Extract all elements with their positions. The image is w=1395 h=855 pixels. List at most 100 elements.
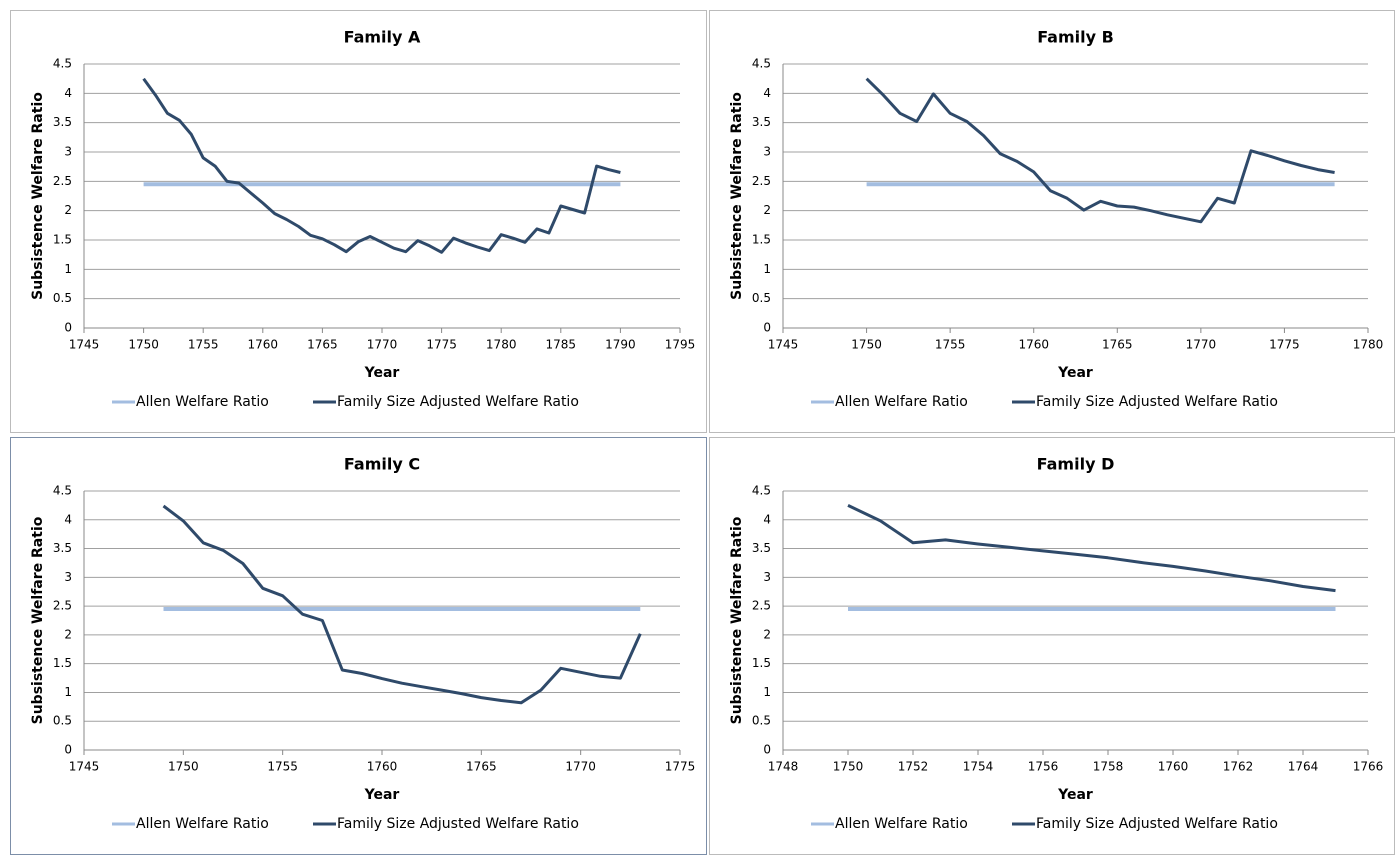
y-tick-label: 2 bbox=[763, 203, 771, 217]
chart-title: Family A bbox=[344, 28, 421, 47]
x-tick-label: 1760 bbox=[1018, 338, 1049, 352]
x-tick-label: 1780 bbox=[486, 338, 517, 352]
y-tick-label: 2.5 bbox=[53, 599, 72, 613]
y-axis-label: Subsistence Welfare Ratio bbox=[30, 92, 46, 300]
y-tick-label: 4.5 bbox=[53, 484, 72, 498]
x-tick-label: 1755 bbox=[267, 760, 298, 774]
x-tick-label: 1755 bbox=[935, 338, 966, 352]
y-axis-label: Subsistence Welfare Ratio bbox=[30, 516, 46, 724]
x-tick-label: 1756 bbox=[1028, 760, 1059, 774]
x-tick-label: 1760 bbox=[248, 338, 279, 352]
panel-border bbox=[10, 10, 707, 433]
y-tick-label: 0.5 bbox=[53, 714, 72, 728]
panel-border bbox=[10, 437, 707, 855]
y-tick-label: 2 bbox=[763, 627, 771, 641]
y-tick-label: 3 bbox=[763, 570, 771, 584]
x-tick-label: 1762 bbox=[1223, 760, 1254, 774]
y-tick-label: 0.5 bbox=[752, 714, 771, 728]
x-tick-label: 1770 bbox=[1186, 338, 1217, 352]
y-tick-label: 2.5 bbox=[752, 599, 771, 613]
x-tick-label: 1755 bbox=[188, 338, 219, 352]
legend-label: Allen Welfare Ratio bbox=[835, 816, 968, 832]
series-line bbox=[142, 77, 621, 254]
x-tick-label: 1765 bbox=[307, 338, 338, 352]
x-tick-label: 1765 bbox=[466, 760, 497, 774]
legend-label: Allen Welfare Ratio bbox=[136, 394, 269, 410]
x-tick-label: 1748 bbox=[768, 760, 799, 774]
x-axis-label: Year bbox=[364, 787, 400, 803]
x-tick-label: 1750 bbox=[128, 338, 159, 352]
y-tick-label: 0 bbox=[763, 321, 771, 335]
legend-label: Family Size Adjusted Welfare Ratio bbox=[1036, 394, 1278, 410]
y-tick-label: 3.5 bbox=[752, 115, 771, 129]
y-tick-label: 4 bbox=[763, 86, 771, 100]
y-tick-label: 1.5 bbox=[752, 233, 771, 247]
x-tick-label: 1775 bbox=[665, 760, 696, 774]
series-line bbox=[162, 504, 642, 705]
y-tick-label: 4 bbox=[763, 512, 771, 526]
y-tick-label: 3 bbox=[64, 145, 72, 159]
y-tick-label: 1.5 bbox=[53, 233, 72, 247]
y-tick-label: 1 bbox=[64, 262, 72, 276]
x-tick-label: 1745 bbox=[768, 338, 799, 352]
y-tick-label: 4 bbox=[64, 86, 72, 100]
y-tick-label: 4.5 bbox=[752, 57, 771, 71]
x-tick-label: 1790 bbox=[605, 338, 636, 352]
x-tick-label: 1750 bbox=[833, 760, 864, 774]
chart-panel: Family A 0 0.5 1 1.5 2 2.5 3 3.5 4 4.5 1745 1750 1755… bbox=[10, 10, 707, 433]
series-line bbox=[865, 77, 1335, 224]
y-tick-label: 0 bbox=[64, 743, 72, 757]
y-axis-label: Subsistence Welfare Ratio bbox=[729, 92, 745, 300]
x-tick-label: 1760 bbox=[367, 760, 398, 774]
x-tick-label: 1750 bbox=[851, 338, 882, 352]
y-tick-label: 3.5 bbox=[752, 541, 771, 555]
y-tick-label: 1.5 bbox=[53, 656, 72, 670]
legend-label: Family Size Adjusted Welfare Ratio bbox=[1036, 816, 1278, 832]
panel-border bbox=[709, 437, 1395, 855]
x-tick-label: 1745 bbox=[69, 338, 100, 352]
chart-panel: Family B 0 0.5 1 1.5 2 2.5 3 3.5 4 4.5 1745 1750 1755… bbox=[709, 10, 1395, 433]
x-axis-label: Year bbox=[1057, 365, 1093, 381]
y-tick-label: 4 bbox=[64, 512, 72, 526]
x-tick-label: 1775 bbox=[1269, 338, 1300, 352]
series-line bbox=[847, 504, 1336, 593]
chart-title: Family D bbox=[1037, 455, 1115, 474]
x-tick-label: 1785 bbox=[546, 338, 577, 352]
y-tick-label: 3.5 bbox=[53, 115, 72, 129]
legend-label: Allen Welfare Ratio bbox=[136, 816, 269, 832]
x-tick-label: 1795 bbox=[665, 338, 696, 352]
legend-label: Allen Welfare Ratio bbox=[835, 394, 968, 410]
chart-title: Family B bbox=[1037, 28, 1114, 47]
y-tick-label: 2.5 bbox=[53, 174, 72, 188]
y-tick-label: 1.5 bbox=[752, 656, 771, 670]
y-tick-label: 2.5 bbox=[752, 174, 771, 188]
y-tick-label: 0 bbox=[763, 743, 771, 757]
y-tick-label: 0 bbox=[64, 321, 72, 335]
x-tick-label: 1754 bbox=[963, 760, 994, 774]
panel-border bbox=[709, 10, 1395, 433]
y-tick-label: 4.5 bbox=[752, 484, 771, 498]
x-tick-label: 1745 bbox=[69, 760, 100, 774]
y-tick-label: 3 bbox=[763, 145, 771, 159]
y-tick-label: 1 bbox=[763, 262, 771, 276]
x-tick-label: 1770 bbox=[367, 338, 398, 352]
y-tick-label: 4.5 bbox=[53, 57, 72, 71]
x-tick-label: 1766 bbox=[1353, 760, 1384, 774]
x-tick-label: 1780 bbox=[1353, 338, 1384, 352]
y-tick-label: 3.5 bbox=[53, 541, 72, 555]
x-tick-label: 1775 bbox=[426, 338, 457, 352]
x-tick-label: 1758 bbox=[1093, 760, 1124, 774]
chart-panel: Family D 0 0.5 1 1.5 2 2.5 3 3.5 4 4.5 1748 1750 1752… bbox=[709, 437, 1395, 855]
y-tick-label: 0.5 bbox=[752, 291, 771, 305]
y-tick-label: 3 bbox=[64, 570, 72, 584]
chart-panel: Family C 0 0.5 1 1.5 2 2.5 3 3.5 4 4.5 1745 1750 1755… bbox=[10, 437, 707, 855]
y-axis-label: Subsistence Welfare Ratio bbox=[729, 516, 745, 724]
x-tick-label: 1752 bbox=[898, 760, 929, 774]
y-tick-label: 1 bbox=[763, 685, 771, 699]
legend-label: Family Size Adjusted Welfare Ratio bbox=[337, 394, 579, 410]
y-tick-label: 2 bbox=[64, 203, 72, 217]
x-tick-label: 1765 bbox=[1102, 338, 1133, 352]
x-axis-label: Year bbox=[364, 365, 400, 381]
y-tick-label: 1 bbox=[64, 685, 72, 699]
